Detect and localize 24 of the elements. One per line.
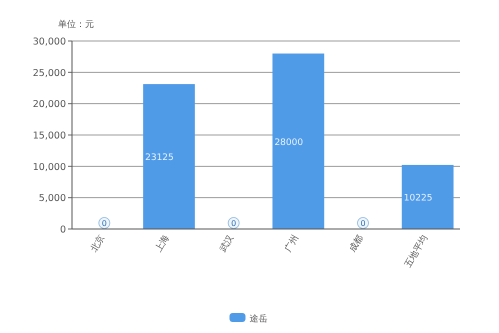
- y-tick-label: 15,000: [32, 130, 66, 142]
- data-label: 0: [102, 219, 107, 228]
- y-tick-label: 10,000: [32, 162, 66, 173]
- y-axis-title: 单位：元: [58, 19, 94, 30]
- x-tick-label: 广州: [282, 233, 301, 254]
- data-label: 0: [231, 219, 236, 228]
- y-tick-label: 20,000: [32, 99, 66, 110]
- data-label: 28000: [274, 138, 304, 148]
- data-label: 23125: [145, 153, 174, 164]
- y-tick-label: 0: [60, 224, 66, 236]
- data-label: 0: [360, 219, 366, 228]
- bar: [402, 164, 454, 229]
- y-tick-label: 30,000: [32, 36, 66, 48]
- x-tick-label: 上海: [153, 233, 172, 254]
- bar: [272, 54, 324, 229]
- bar: [143, 84, 195, 229]
- x-tick-label: 成都: [347, 233, 366, 254]
- y-tick-label: 5,000: [38, 193, 66, 204]
- x-tick-label: 五地平均: [402, 233, 430, 270]
- x-tick-label: 北京: [88, 233, 107, 254]
- legend-label: 途岳: [250, 314, 268, 324]
- x-tick-label: 武汉: [218, 233, 236, 254]
- data-label: 10225: [404, 193, 432, 204]
- y-tick-label: 25,000: [32, 68, 66, 79]
